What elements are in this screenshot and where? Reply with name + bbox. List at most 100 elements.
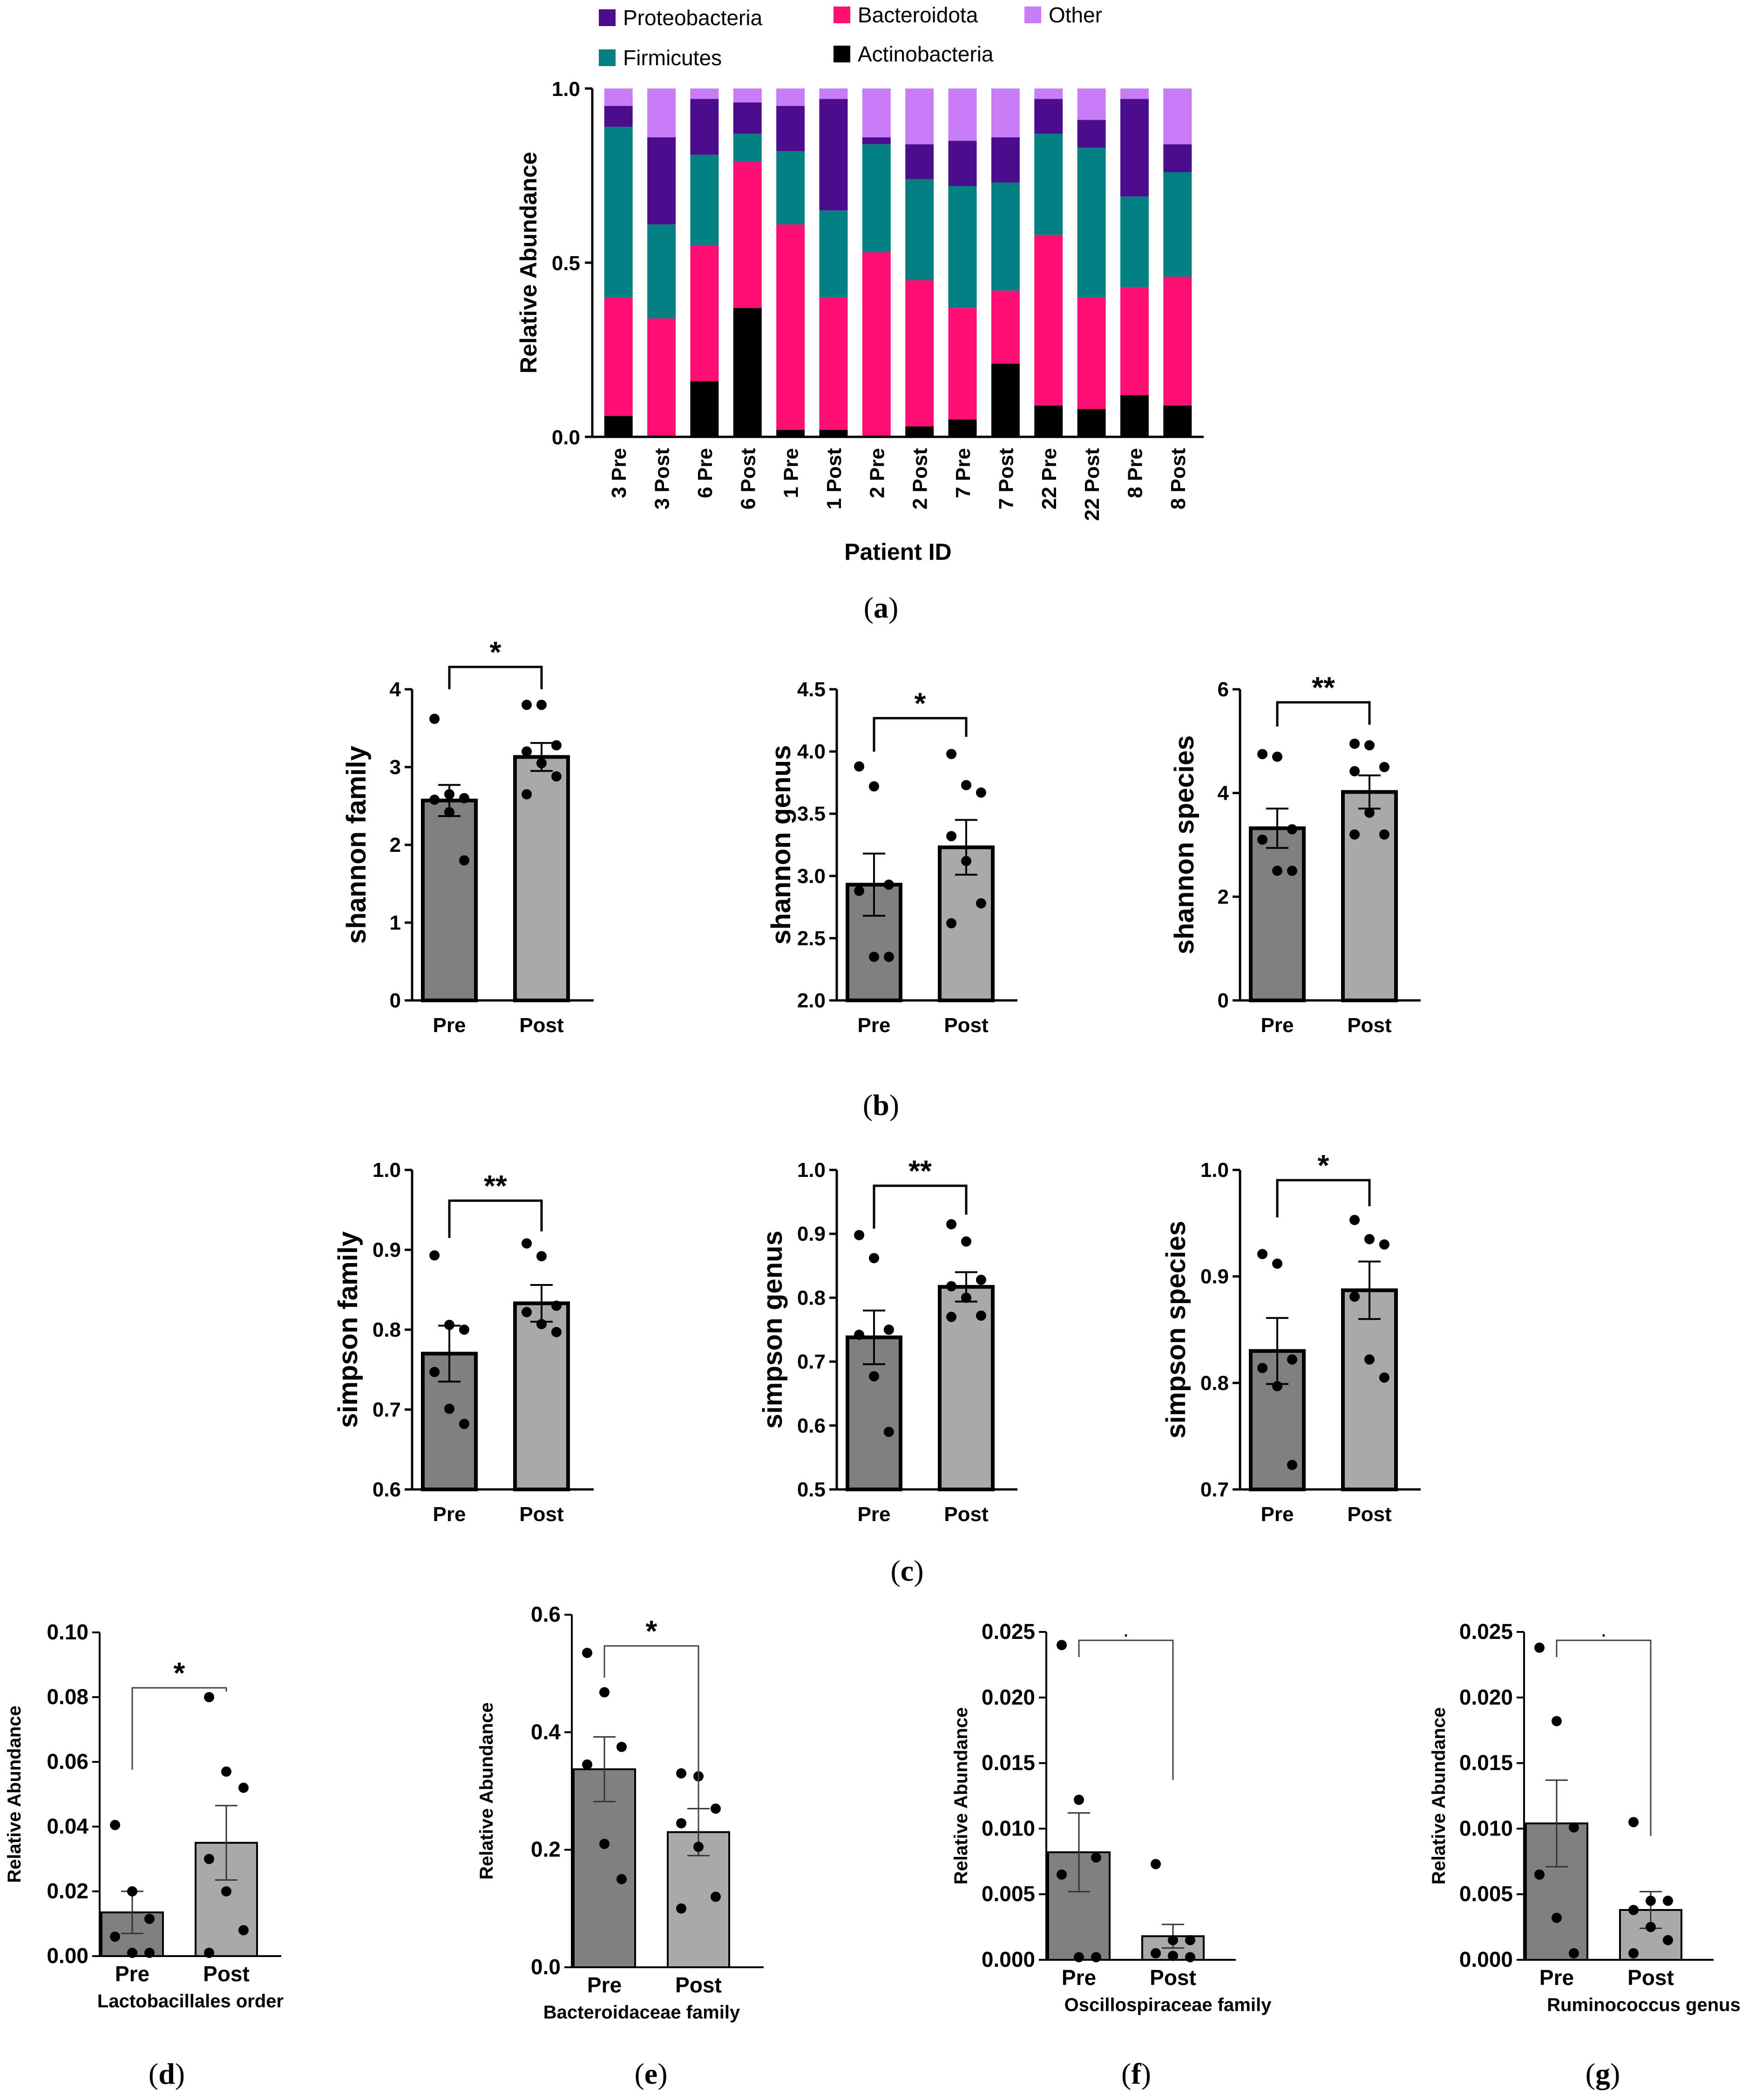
y-tick-label: 6	[1218, 678, 1229, 701]
significance-label: *	[915, 686, 926, 720]
data-point-pre	[459, 793, 469, 803]
data-point-pre	[1074, 1794, 1084, 1805]
bar-other-1-post	[819, 88, 848, 99]
x-tick-label-pre: Pre	[1539, 1965, 1574, 1990]
data-point-pre	[1272, 1381, 1282, 1392]
x-tick-label: 2 Pre	[866, 448, 888, 498]
data-point-pre	[1272, 1258, 1282, 1269]
x-tick-label-post: Post	[944, 1014, 989, 1037]
data-point-pre	[144, 1914, 155, 1924]
data-point-post	[1646, 1922, 1656, 1932]
y-tick-label: 0.00	[47, 1944, 88, 1968]
significance-bracket	[603, 1645, 699, 1828]
bar-other-8-post	[1163, 88, 1192, 144]
legend-swatch-proteobacteria	[599, 9, 616, 26]
bar-proteobacteria-7-post	[991, 137, 1020, 183]
bar-actinobacteria-6-pre	[690, 381, 719, 437]
panel-b3: Pre Post 0 2 4 6 shannon species **	[1169, 671, 1421, 1037]
y-tick-label: 3	[390, 756, 401, 779]
caption-e: (e)	[634, 2057, 667, 2090]
data-point-pre	[616, 1741, 627, 1752]
significance-label: *	[1318, 1149, 1329, 1182]
y-tick-label: 0	[390, 989, 401, 1012]
bar-firmicutes-8-pre	[1120, 196, 1149, 287]
y-tick-label: 0.8	[1200, 1372, 1229, 1394]
data-point-post	[551, 771, 562, 782]
data-point-pre	[459, 1325, 469, 1335]
y-tick-label: 0.5	[797, 1478, 826, 1501]
y-tick-label: 4.5	[797, 678, 826, 701]
y-tick-label: 0.005	[1459, 1882, 1513, 1906]
data-point-pre	[1287, 1354, 1297, 1365]
data-point-post	[976, 787, 986, 798]
data-point-post	[676, 1768, 687, 1779]
data-point-pre	[459, 1419, 469, 1429]
bar-actinobacteria-2-post	[905, 426, 934, 437]
data-point-post	[946, 1219, 957, 1230]
data-point-post	[1379, 1239, 1389, 1250]
legend-swatch-firmicutes	[599, 49, 616, 66]
significance-bracket	[1276, 1179, 1371, 1217]
data-point-post	[961, 1236, 971, 1247]
bar-firmicutes-3-post	[647, 224, 676, 319]
data-point-post	[204, 1854, 215, 1864]
data-point-post	[961, 1292, 971, 1303]
data-point-post	[1364, 1234, 1375, 1244]
bar-firmicutes-2-post	[905, 179, 934, 280]
data-point-pre	[127, 1886, 137, 1896]
y-tick-label: 0.4	[531, 1719, 561, 1744]
data-point-post	[536, 700, 547, 710]
x-tick-label: 7 Post	[995, 448, 1017, 510]
bar-other-7-post	[991, 88, 1020, 137]
x-tick-label-post: Post	[944, 1503, 989, 1526]
data-point-pre	[599, 1687, 610, 1698]
x-tick-label-pre: Pre	[115, 1962, 149, 1986]
bar-firmicutes-1-post	[819, 210, 848, 298]
data-point-post	[522, 1238, 532, 1249]
bar-proteobacteria-2-post	[905, 144, 934, 179]
bar-proteobacteria-22-pre	[1034, 99, 1063, 134]
data-point-post	[1349, 738, 1360, 749]
legend-swatch-actinobacteria	[834, 46, 850, 62]
bar-proteobacteria-3-pre	[604, 106, 633, 127]
bar-bacteroidota-6-post	[733, 162, 762, 308]
y-tick-label: 0.000	[982, 1947, 1035, 1971]
bar-proteobacteria-7-pre	[948, 141, 977, 186]
y-axis-title: simpson genus	[758, 1230, 788, 1428]
data-point-pre	[869, 951, 879, 962]
significance-bracket	[448, 1199, 543, 1238]
legend-label-actinobacteria: Actinobacteria	[858, 42, 994, 66]
y-tick-label: 0.7	[373, 1399, 401, 1421]
data-point-post	[1349, 1291, 1360, 1302]
x-tick-label-pre: Pre	[858, 1014, 891, 1037]
y-tick-label: 0.020	[982, 1685, 1035, 1709]
x-tick-label: 8 Pre	[1124, 448, 1146, 498]
caption-b: (b)	[863, 1088, 899, 1121]
data-point-post	[1662, 1935, 1673, 1945]
data-point-post	[946, 748, 957, 759]
data-point-post	[946, 831, 957, 842]
y-tick-label: 0.010	[1459, 1816, 1513, 1840]
y-tick-label: 4.0	[797, 741, 826, 763]
data-point-post	[1364, 807, 1375, 818]
bar-other-7-pre	[948, 88, 977, 141]
x-tick-label: 1 Pre	[780, 448, 803, 498]
x-tick-label: 6 Pre	[694, 448, 717, 498]
x-tick-label-pre: Pre	[1261, 1503, 1294, 1526]
bar-actinobacteria-22-post	[1077, 409, 1106, 437]
data-point-post	[1662, 1896, 1673, 1906]
bar-firmicutes-22-post	[1077, 148, 1106, 298]
bar-post	[1341, 1288, 1398, 1491]
bar-other-2-post	[905, 88, 934, 144]
data-point-pre	[444, 789, 454, 800]
data-point-pre	[110, 1931, 121, 1942]
caption-d: (d)	[149, 2057, 185, 2090]
y-axis-title: Relative Abundance	[1429, 1707, 1449, 1885]
bar-other-22-post	[1077, 88, 1106, 120]
bar-bacteroidota-1-pre	[776, 224, 805, 430]
data-point-pre	[1257, 1363, 1268, 1373]
bar-pre	[1249, 826, 1306, 1002]
x-tick-label: 2 Post	[909, 448, 932, 510]
data-point-pre	[444, 807, 454, 817]
